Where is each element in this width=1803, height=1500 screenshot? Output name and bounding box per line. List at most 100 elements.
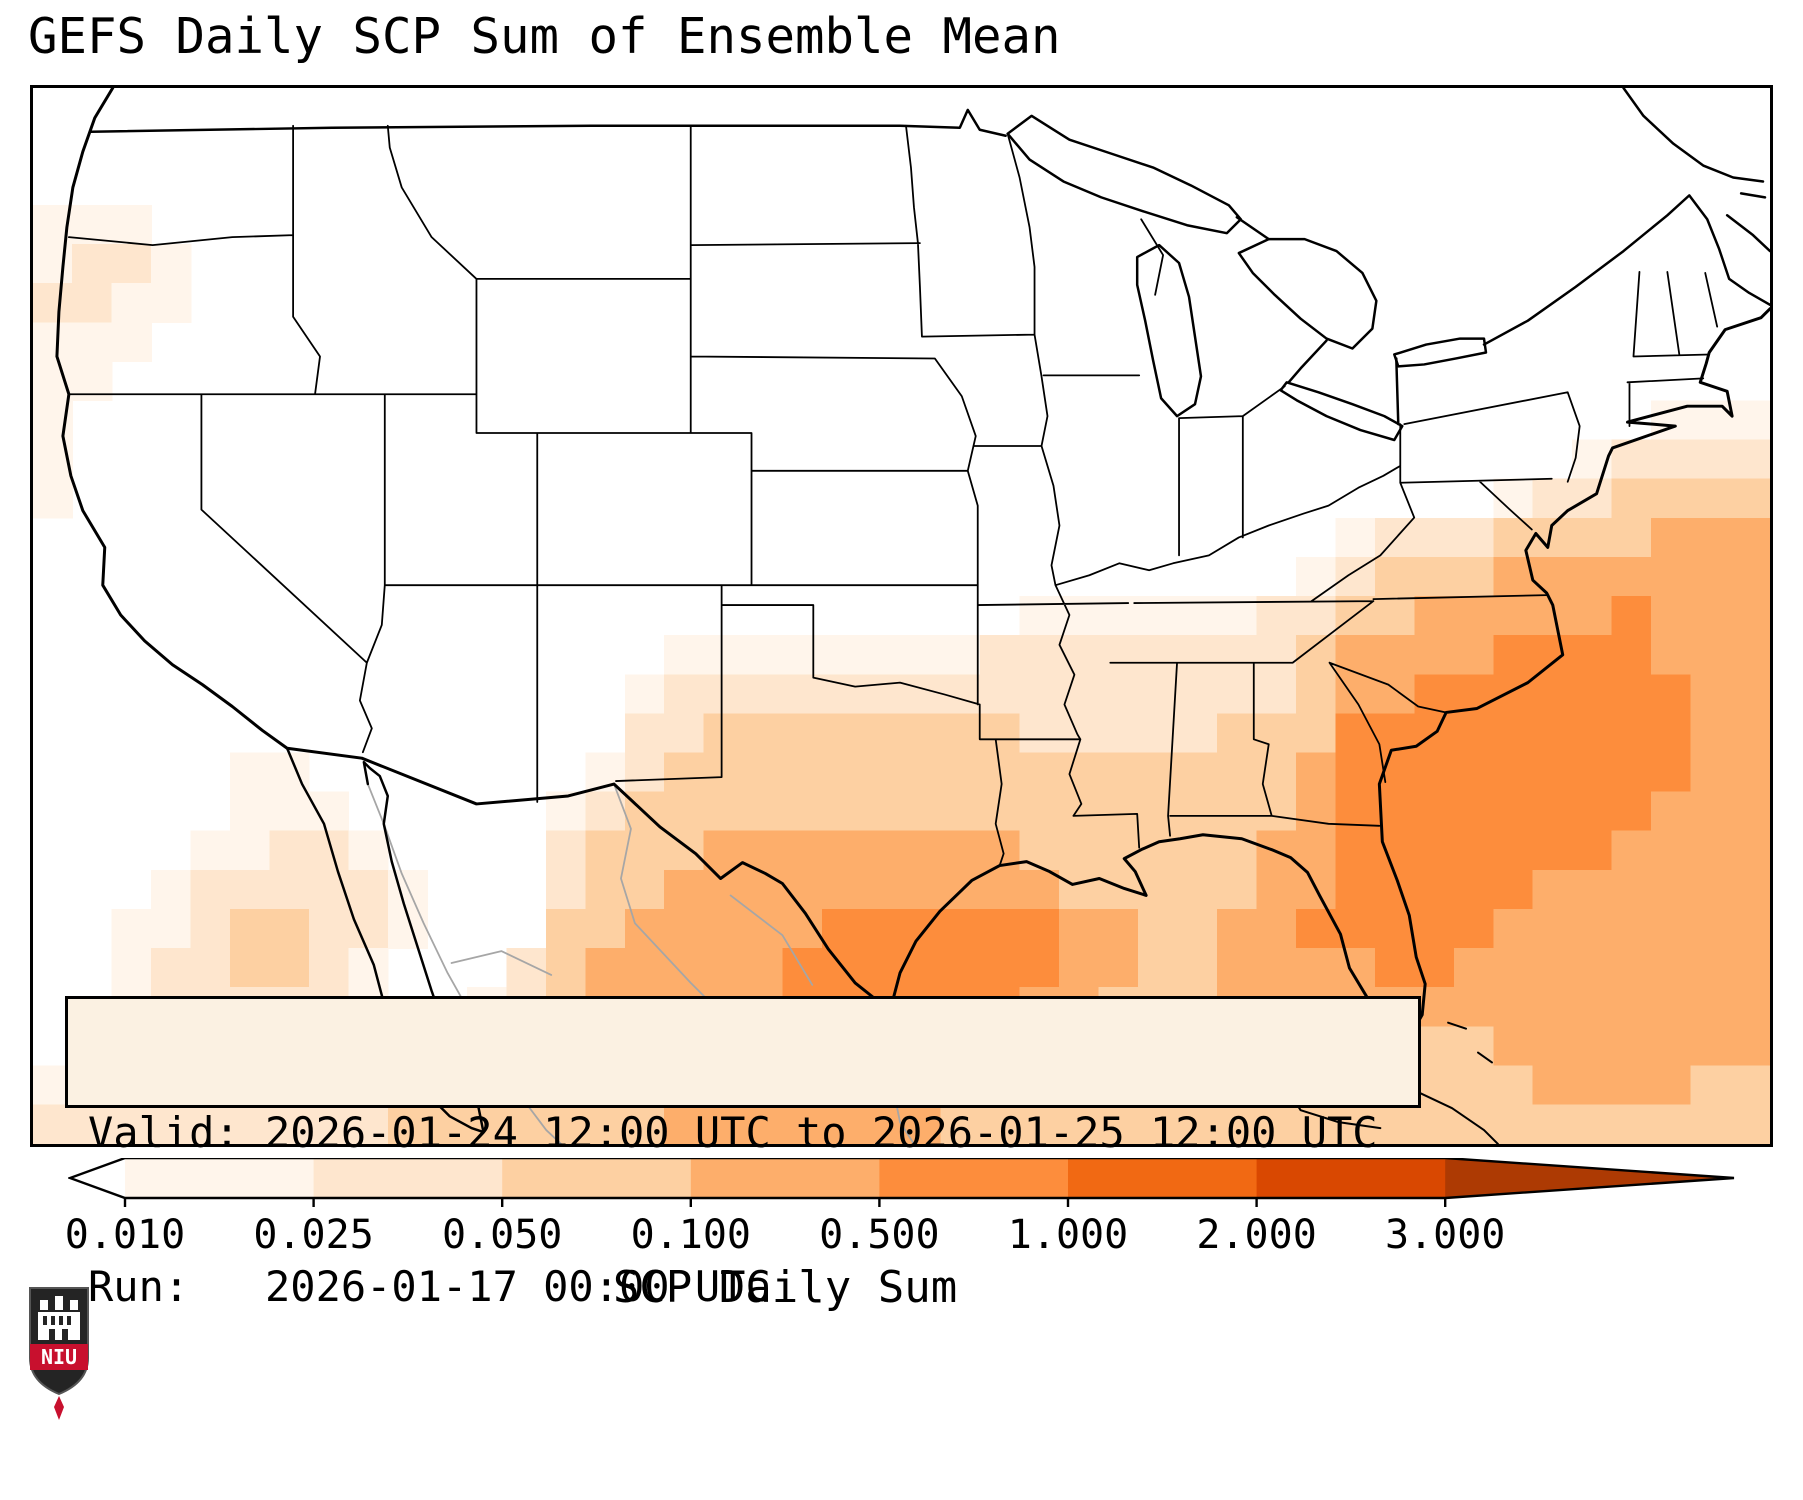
scp-grid-cell: [1730, 517, 1770, 558]
scp-grid-cell: [230, 869, 271, 910]
scp-grid-cell: [506, 1104, 547, 1144]
scp-grid-cell: [387, 1104, 429, 1144]
colorbar-tick-labels: 0.010 0.025 0.050 0.100 0.500 1.000 2.000 3.000: [0, 1212, 1803, 1258]
colorbar-segment: [690, 1158, 880, 1198]
scp-grid-cell: [230, 830, 271, 871]
scp-grid-cell: [980, 635, 1021, 676]
scp-grid-cell: [1651, 1026, 1692, 1067]
scp-grid-cell: [1098, 713, 1139, 754]
scp-grid-cell: [1019, 869, 1060, 910]
scp-grid-cell: [1493, 596, 1534, 636]
scp-grid-cell: [1730, 908, 1770, 949]
scp-grid-cell: [1098, 791, 1139, 832]
scp-grid-cell: [1611, 830, 1652, 871]
scp-grid-cell: [901, 830, 942, 871]
scp-grid-cell: [1295, 791, 1337, 832]
scp-grid-cell: [1651, 556, 1692, 597]
scp-grid-cell: [664, 752, 705, 793]
scp-grid-cell: [1019, 791, 1060, 832]
colorbar-segment: [502, 1158, 692, 1198]
scp-grid-cell: [585, 908, 626, 949]
scp-grid-cell: [1651, 869, 1692, 910]
scp-grid-cell: [1414, 1065, 1455, 1106]
scp-grid-cell: [1335, 556, 1376, 597]
scp-grid-cell: [1730, 674, 1770, 715]
niu-logo-graphic: NIU: [29, 1287, 89, 1420]
scp-grid-cell: [1651, 948, 1692, 988]
scp-grid-cell: [1493, 869, 1534, 910]
scp-grid-cell: [940, 752, 981, 793]
scp-grid-cell: [111, 1104, 152, 1144]
scp-grid-cell: [743, 869, 784, 910]
scp-grid-cell: [1098, 596, 1139, 636]
scp-grid-cell: [1414, 1026, 1455, 1067]
scp-grid-cell: [782, 635, 823, 676]
scp-grid-cell: [1256, 791, 1297, 832]
scp-grid-cell: [72, 244, 113, 284]
scp-grid-cell: [1374, 1104, 1416, 1144]
logo-banner: [30, 1344, 88, 1370]
scp-grid-cell: [1572, 517, 1613, 558]
scp-grid-cell: [1374, 556, 1416, 597]
scp-grid-cell: [624, 713, 666, 754]
scp-grid-cell: [545, 869, 587, 910]
scp-grid-cell: [782, 713, 823, 754]
scp-grid-cell: [1572, 439, 1613, 480]
scp-grid-cell: [664, 830, 705, 871]
scp-grid-cell: [1098, 948, 1139, 988]
scp-grid-cell: [1572, 556, 1613, 597]
scp-grid-cell: [782, 752, 823, 793]
logo-flourish: [54, 1396, 64, 1420]
scp-grid-cell: [111, 322, 152, 363]
scp-grid-cell: [743, 1104, 784, 1144]
colorbar-segment: [125, 1158, 315, 1198]
scp-grid-cell: [1295, 752, 1337, 793]
scp-grid-cell: [1098, 908, 1139, 949]
scp-grid-cell: [1730, 1026, 1770, 1067]
map-canvas: Valid: 2026-01-24 12:00 UTC to 2026-01-2…: [30, 85, 1773, 1311]
scp-grid-cell: [1374, 635, 1416, 676]
scp-grid-cell: [1295, 556, 1337, 597]
scp-grid-cell: [1651, 908, 1692, 949]
scp-grid-cell: [1137, 674, 1179, 715]
scp-grid-cell: [1493, 1104, 1534, 1144]
scp-grid-cell: [230, 791, 271, 832]
scp-grid-cell: [1493, 674, 1534, 715]
scp-grid-cell: [822, 830, 863, 871]
scp-grid-cell: [33, 1104, 73, 1144]
scp-grid-cell: [1730, 635, 1770, 676]
scp-grid-cell: [150, 244, 192, 284]
scp-grid-cell: [1611, 908, 1652, 949]
scp-grid-cell: [1059, 908, 1100, 949]
scp-grid-cell: [664, 674, 705, 715]
scp-grid-cell: [1335, 830, 1376, 871]
scp-grid-cell: [743, 791, 784, 832]
scp-grid-cell: [743, 908, 784, 949]
scp-grid-cell: [624, 830, 666, 871]
state-borders: [67, 124, 1719, 867]
scp-grid-cell: [624, 752, 666, 793]
scp-grid-cell: [1019, 674, 1060, 715]
scp-grid-cell: [782, 1104, 823, 1144]
scp-grid-cell: [1453, 987, 1495, 1028]
scp-grid-cell: [1690, 869, 1731, 910]
scp-grid-cell: [1177, 908, 1218, 949]
scp-grid-cell: [1098, 830, 1139, 871]
scp-grid-cell: [1335, 517, 1376, 558]
scp-grid-cell: [1493, 752, 1534, 793]
scp-grid-cell: [308, 791, 350, 832]
scp-grid-cell: [506, 948, 547, 988]
colorbar-label: SCP Daily Sum: [612, 1262, 958, 1313]
scp-grid-cell: [190, 1104, 231, 1144]
valid-line: Valid: 2026-01-24 12:00 UTC to 2026-01-2…: [88, 1108, 1378, 1158]
scp-grid-cell: [1690, 987, 1731, 1028]
scp-grid-cell: [1137, 830, 1179, 871]
scp-grid-cell: [1730, 439, 1770, 480]
scp-grid-cell: [33, 361, 73, 402]
scp-grid-cell: [33, 322, 73, 363]
scp-grid-cell: [1611, 869, 1652, 910]
scp-grid-cell: [782, 674, 823, 715]
scp-grid-cell: [1414, 556, 1455, 597]
scp-grid-cell: [348, 1104, 389, 1144]
scp-grid-cell: [1453, 908, 1495, 949]
